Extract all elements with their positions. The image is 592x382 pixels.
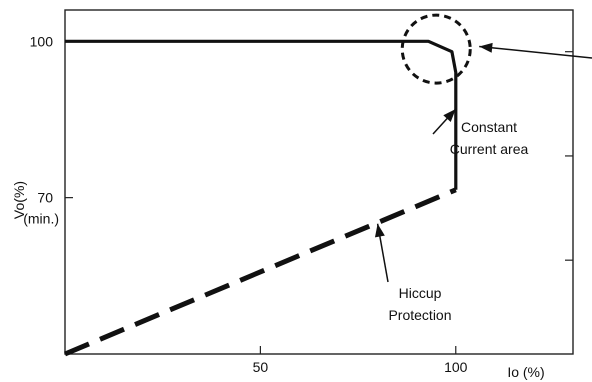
hiccup-protection-line [64,187,457,357]
y-tick-sublabel: (min.) [23,211,59,227]
output-characteristic-line [65,39,458,190]
annotation-arrow [479,45,592,59]
annotation-text: Hiccup [399,285,442,301]
annotations-group: Constant Current area Hiccup Protection [374,13,592,323]
y-axis-label: Vo(%) [11,181,27,219]
y-tick-label: 100 [30,33,54,49]
annotation-arrow-head [374,223,385,238]
knee-highlight-circle [400,13,472,85]
x-axis-label: Io (%) [507,364,544,380]
annotation-text: Constant [461,119,517,135]
annotation-arrow-head [479,42,493,53]
series-group [64,39,458,357]
annotation-text: Current area [450,141,529,157]
annotation-arrow-head [443,109,456,123]
annotation-text: Protection [388,307,451,323]
axis-ticks [65,40,573,354]
x-tick-label: 50 [253,359,269,375]
y-tick-label: 70 [37,190,53,206]
tick-labels: 50 100 100 70 (min.) [23,33,467,375]
x-tick-label: 100 [444,359,468,375]
plot-frame [64,9,574,355]
